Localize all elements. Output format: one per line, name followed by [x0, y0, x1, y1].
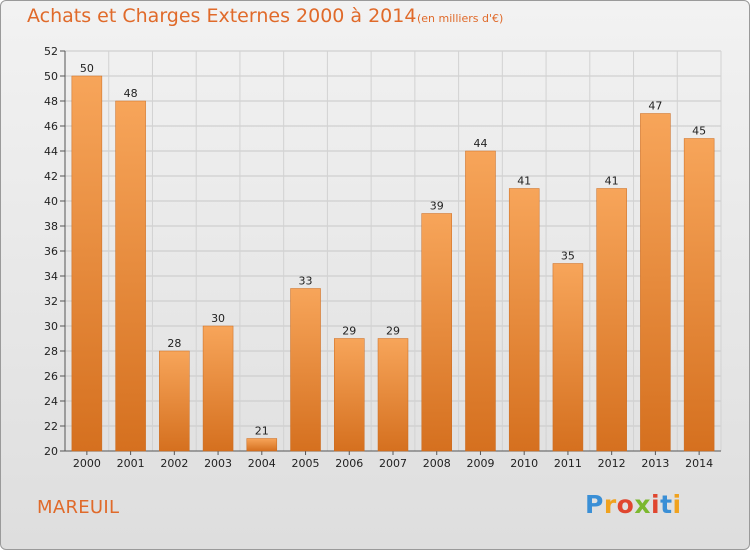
- bar-2001: [115, 100, 146, 452]
- bar-2011: [552, 263, 584, 452]
- y-tick-label: 24: [44, 395, 58, 408]
- x-tick-label-2014: 2014: [685, 457, 713, 470]
- bar-2007: [377, 338, 409, 452]
- x-tick-label-2013: 2013: [641, 457, 669, 470]
- data-label-2004: 21: [255, 425, 269, 438]
- data-label-2009: 44: [473, 137, 487, 150]
- x-tick-label-2010: 2010: [510, 457, 538, 470]
- bar-2000: [71, 75, 103, 452]
- y-tick-label: 26: [44, 370, 58, 383]
- bar-2014: [683, 138, 715, 452]
- data-label-2012: 41: [605, 175, 619, 188]
- chart-title: Achats et Charges Externes 2000 à 2014: [27, 5, 417, 27]
- chart-subtitle: (en milliers d'€): [417, 12, 504, 25]
- logo-letter: t: [660, 490, 673, 519]
- bars: [71, 75, 715, 452]
- bar-2002: [159, 350, 190, 452]
- y-tick-label: 38: [44, 220, 58, 233]
- data-labels: 50 48 28 30 21 33 29 29 39 44 41 35 41 47 45: [80, 62, 706, 438]
- logo-letter: r: [603, 490, 617, 519]
- x-tick-label-2002: 2002: [160, 457, 188, 470]
- data-label-2005: 33: [299, 275, 313, 288]
- proxiti-logo: Proxiti: [585, 490, 682, 519]
- bar-2006: [334, 338, 365, 452]
- data-label-2013: 47: [648, 100, 662, 113]
- y-tick-label: 42: [44, 170, 58, 183]
- bar-2009: [465, 150, 496, 452]
- bar-2003: [202, 325, 234, 452]
- x-tick-label-2000: 2000: [73, 457, 101, 470]
- data-label-2006: 29: [342, 325, 356, 338]
- y-tick-label: 30: [44, 320, 58, 333]
- data-label-2003: 30: [211, 312, 225, 325]
- bar-2008: [421, 213, 452, 452]
- y-tick-label: 48: [44, 95, 58, 108]
- x-tick-label-2011: 2011: [554, 457, 582, 470]
- x-tick-label-2005: 2005: [292, 457, 320, 470]
- x-tick-label-2006: 2006: [335, 457, 363, 470]
- y-tick-label: 50: [44, 70, 58, 83]
- logo-letter: i: [651, 490, 661, 519]
- y-tick-label: 34: [44, 270, 58, 283]
- y-tick-label: 36: [44, 245, 58, 258]
- bar-2013: [640, 113, 671, 452]
- data-label-2008: 39: [430, 200, 444, 213]
- x-tick-label-2004: 2004: [248, 457, 276, 470]
- commune-name: MAREUIL: [37, 497, 120, 518]
- data-label-2007: 29: [386, 325, 400, 338]
- x-tick-label-2012: 2012: [598, 457, 626, 470]
- data-label-2011: 35: [561, 250, 575, 263]
- logo-letter: x: [634, 490, 651, 519]
- logo-letter: P: [585, 490, 604, 519]
- data-label-2010: 41: [517, 175, 531, 188]
- logo-letter: i: [672, 490, 682, 519]
- y-tick-label: 28: [44, 345, 58, 358]
- y-tick-label: 52: [44, 45, 58, 58]
- x-tick-label-2001: 2001: [117, 457, 145, 470]
- y-tick-label: 32: [44, 295, 58, 308]
- x-tick-label-2009: 2009: [466, 457, 494, 470]
- y-tick-label: 22: [44, 420, 58, 433]
- logo-letter: o: [616, 490, 635, 519]
- bar-2005: [290, 288, 321, 452]
- x-tick-label-2008: 2008: [423, 457, 451, 470]
- bar-2004: [246, 438, 278, 452]
- y-tick-label: 40: [44, 195, 58, 208]
- data-label-2000: 50: [80, 62, 94, 75]
- data-label-2001: 48: [124, 87, 138, 100]
- x-tick-label-2003: 2003: [204, 457, 232, 470]
- bar-2010: [508, 188, 540, 452]
- bar-2012: [596, 188, 627, 452]
- data-label-2014: 45: [692, 125, 706, 138]
- y-tick-label: 46: [44, 120, 58, 133]
- y-tick-label: 44: [44, 145, 58, 158]
- x-tick-label-2007: 2007: [379, 457, 407, 470]
- y-tick-label: 20: [44, 445, 58, 458]
- data-label-2002: 28: [167, 337, 181, 350]
